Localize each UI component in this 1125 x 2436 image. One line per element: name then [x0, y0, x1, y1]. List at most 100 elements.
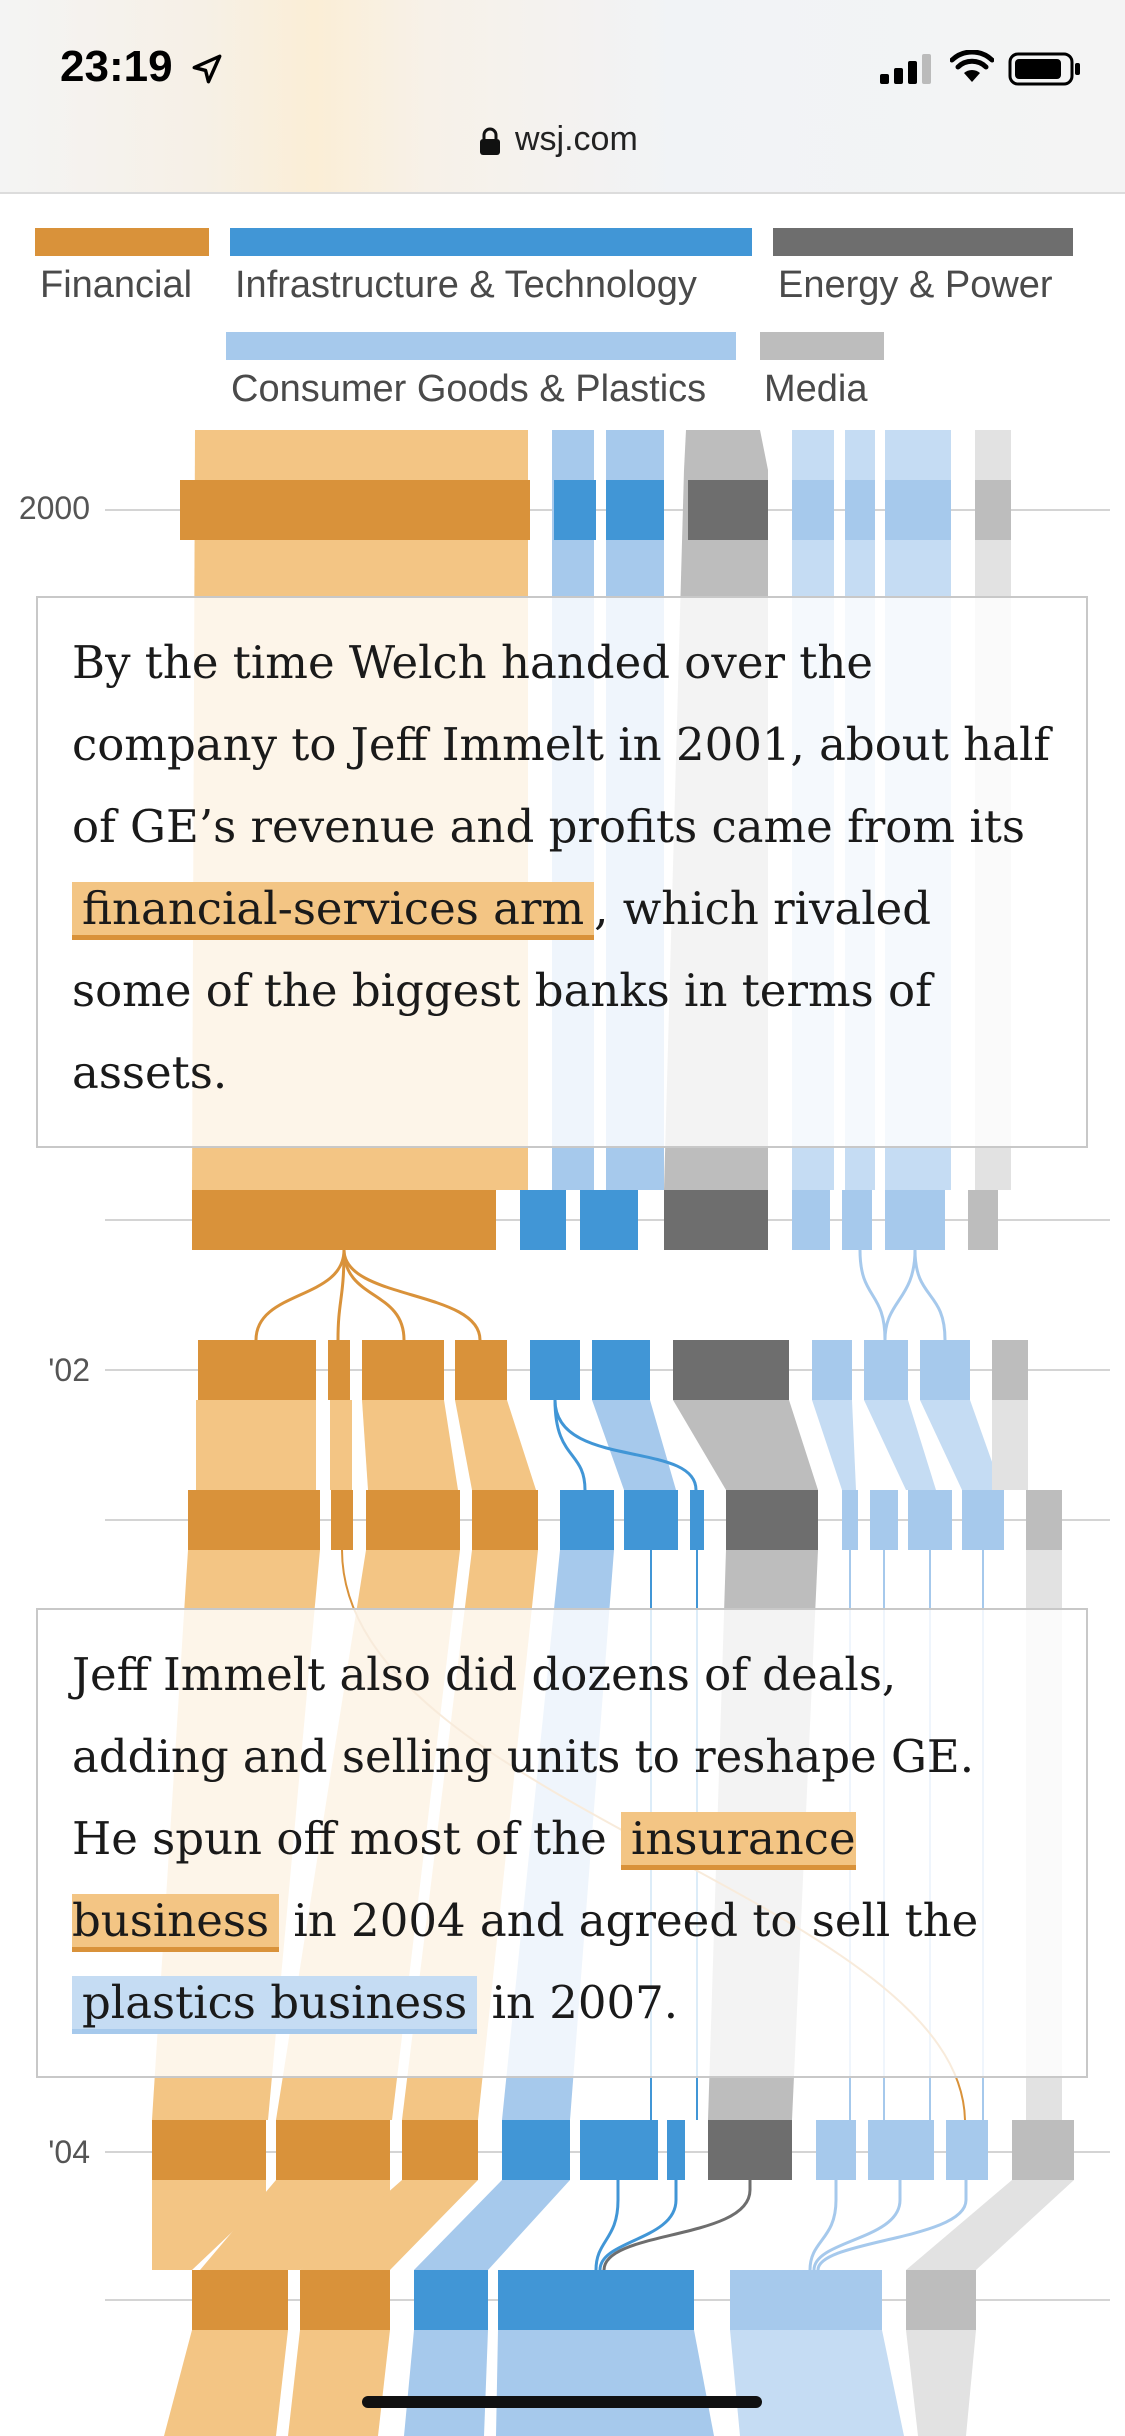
annotation-immelt: Jeff Immelt also did dozens of deals, ad… [36, 1608, 1088, 2078]
legend-swatch-energy [773, 228, 1073, 256]
block-media-2000 [975, 480, 1011, 540]
clock: 23:19 [60, 42, 173, 91]
block-consumer-c-2004 [946, 2120, 988, 2180]
block-consumer-b-2003 [870, 1490, 898, 1550]
block-financial-a-2002 [198, 1340, 316, 1400]
block-infra-b-2001 [580, 1190, 638, 1250]
year-label-2002: '02 [48, 1352, 90, 1388]
block-financial-b-2002 [328, 1340, 350, 1400]
block-consumer-b-2002 [864, 1340, 908, 1400]
block-infra-a-2001 [520, 1190, 566, 1250]
block-infra-b-2004 [580, 2120, 658, 2180]
cellular-signal-icon [880, 54, 931, 84]
split-connectors-2001 [254, 1249, 947, 1341]
status-bar: 23:19 wsj.com [0, 0, 1125, 194]
block-infra-a-2002 [530, 1340, 580, 1400]
legend-swatch-infrastructure [230, 228, 752, 256]
legend-label-consumer: Consumer Goods & Plastics [231, 368, 707, 410]
block-infra-a-2004 [502, 2120, 570, 2180]
merge-connectors-2004 [594, 2180, 968, 2271]
block-infra-a-2000 [554, 480, 596, 540]
legend-label-financial: Financial [40, 264, 193, 306]
block-media-2003 [1026, 1490, 1062, 1550]
block-consumer-b-2001 [842, 1190, 872, 1250]
home-indicator[interactable] [362, 2396, 762, 2408]
highlight-financial-services[interactable]: financial-services arm [72, 882, 595, 940]
block-financial-c-2003 [366, 1490, 460, 1550]
legend-swatch-financial [35, 228, 209, 256]
annotation-welch-text-before: By the time Welch handed over the compan… [72, 636, 1051, 853]
block-financial-b-2005 [300, 2270, 390, 2330]
annotation-immelt-text-before: Jeff Immelt also did dozens of deals, ad… [72, 1648, 975, 1865]
block-consumer-b-2004 [868, 2120, 934, 2180]
block-consumer-a-2003 [842, 1490, 858, 1550]
block-consumer-2005 [730, 2270, 882, 2330]
block-financial-a-2005 [192, 2270, 288, 2330]
block-infra-a-2003 [560, 1490, 614, 1550]
block-infra-b-2005 [498, 2270, 694, 2330]
block-energy-2001 [664, 1190, 768, 1250]
url-text[interactable]: wsj.com [515, 120, 638, 158]
block-infra-b-2000 [606, 480, 664, 540]
block-media-2005 [906, 2270, 976, 2330]
flow-streams-2002 [196, 1400, 1028, 1490]
block-consumer-c-2000 [885, 480, 951, 540]
block-energy-2004 [708, 2120, 792, 2180]
block-energy-2000 [688, 480, 768, 540]
legend-swatch-media [760, 332, 884, 360]
annotation-welch-text-after: , which rivaled some of the biggest bank… [72, 882, 932, 1099]
legend-swatch-consumer [226, 332, 736, 360]
block-infra-b-2002 [592, 1340, 650, 1400]
block-consumer-c-2001 [885, 1190, 945, 1250]
block-financial-b-2004 [276, 2120, 390, 2180]
block-infra-a-2005 [414, 2270, 488, 2330]
location-arrow-icon [192, 54, 222, 84]
legend-label-energy: Energy & Power [778, 264, 1053, 306]
split-connectors-2002 [553, 1399, 698, 1491]
block-infra-c-2004 [667, 2120, 685, 2180]
wifi-icon [950, 50, 994, 82]
block-consumer-a-2001 [792, 1190, 830, 1250]
annotation-immelt-text-middle: in 2004 and agreed to sell the [279, 1894, 979, 1947]
block-energy-2003 [726, 1490, 818, 1550]
block-consumer-b-2000 [845, 480, 875, 540]
row-2000 [180, 480, 1011, 540]
battery-icon [1008, 52, 1080, 86]
block-media-2002 [992, 1340, 1028, 1400]
block-media-2001 [968, 1190, 998, 1250]
annotation-immelt-text-after: in 2007. [477, 1976, 679, 2029]
year-label-2004: '04 [48, 2134, 90, 2170]
block-consumer-c-2002 [920, 1340, 970, 1400]
row-2001 [192, 1190, 998, 1250]
block-financial-2000 [180, 480, 530, 540]
block-infra-b-2003 [624, 1490, 678, 1550]
block-media-2004 [1012, 2120, 1074, 2180]
block-consumer-a-2004 [816, 2120, 856, 2180]
block-financial-b-2003 [331, 1490, 353, 1550]
block-financial-c-2002 [362, 1340, 444, 1400]
block-consumer-a-2000 [792, 480, 834, 540]
flow-streams-2005 [164, 2330, 976, 2436]
row-2005 [192, 2270, 976, 2330]
legend-label-media: Media [764, 368, 868, 410]
block-financial-d-2002 [455, 1340, 507, 1400]
block-financial-c-2004 [402, 2120, 478, 2180]
flow-streams-2004 [152, 2180, 1074, 2270]
row-2003 [188, 1490, 1062, 1550]
highlight-plastics-business[interactable]: plastics business [72, 1976, 478, 2034]
block-financial-d-2003 [472, 1490, 538, 1550]
year-label-2000: 2000 [18, 490, 90, 526]
block-financial-a-2004 [152, 2120, 266, 2180]
block-consumer-a-2002 [812, 1340, 852, 1400]
lock-icon [480, 127, 500, 155]
block-financial-2001 [192, 1190, 496, 1250]
row-2002 [198, 1340, 1028, 1400]
block-consumer-c-2003 [908, 1490, 952, 1550]
annotation-welch: By the time Welch handed over the compan… [36, 596, 1088, 1148]
block-infra-c-2003 [690, 1490, 704, 1550]
row-2004 [152, 2120, 1074, 2180]
block-consumer-d-2003 [962, 1490, 1004, 1550]
block-financial-a-2003 [188, 1490, 320, 1550]
block-energy-2002 [673, 1340, 789, 1400]
legend-label-infrastructure: Infrastructure & Technology [235, 264, 697, 306]
